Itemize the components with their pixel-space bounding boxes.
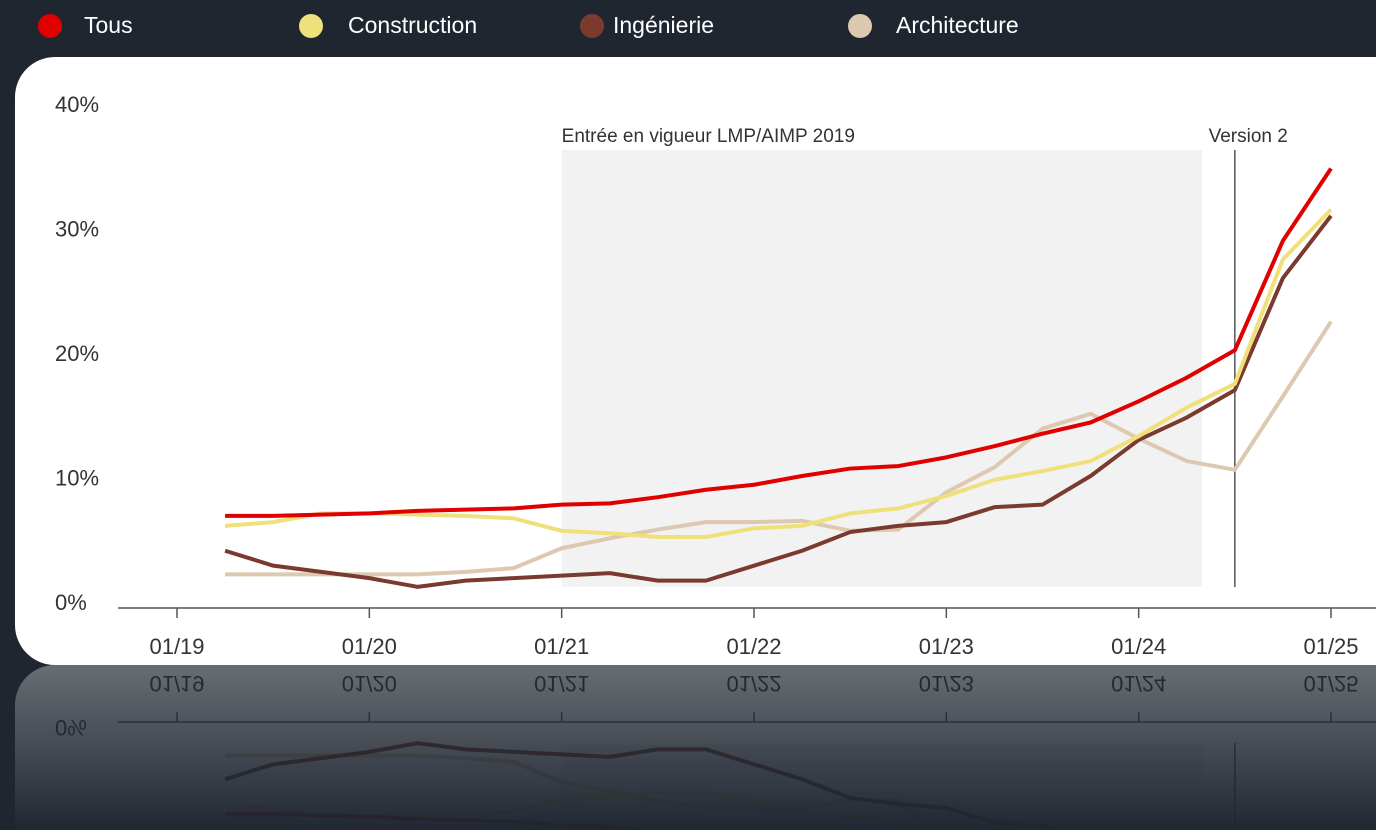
x-tick-label: 01/21 xyxy=(534,634,589,659)
legend-label: Construction xyxy=(348,12,477,38)
legend-swatch xyxy=(848,14,872,38)
series-line xyxy=(224,208,1333,540)
x-tick-label: 01/25 xyxy=(1303,634,1358,659)
x-tick-label: 01/23 xyxy=(919,634,974,659)
legend-label: Ingénierie xyxy=(613,12,714,38)
annotation-label: Entrée en vigueur LMP/AIMP 2019 xyxy=(562,126,855,147)
x-tick-label: 01/24 xyxy=(1111,634,1166,659)
legend-swatch xyxy=(580,14,604,38)
series-line xyxy=(225,320,1333,577)
y-tick-label: 20% xyxy=(55,341,99,366)
y-tick-label: 30% xyxy=(55,216,99,241)
chart: Entrée en vigueur LMP/AIMP 2019 Version 2… xyxy=(15,57,1376,665)
annotation-label: Version 2 xyxy=(1209,126,1288,147)
legend-swatch xyxy=(299,14,323,38)
y-tick-label: 0% xyxy=(55,590,87,615)
x-tick-label: 01/19 xyxy=(149,634,204,659)
x-tick-label: 01/22 xyxy=(726,634,781,659)
series-line xyxy=(225,167,1333,518)
x-tick-label: 01/20 xyxy=(342,634,397,659)
y-tick-label: 10% xyxy=(55,465,99,490)
y-tick-label: 40% xyxy=(55,92,99,117)
legend-label: Tous xyxy=(84,12,133,38)
chart-card: Entrée en vigueur LMP/AIMP 2019 Version 2… xyxy=(0,57,1376,665)
legend: Tous Construction Ingénierie Architecture xyxy=(38,12,1019,38)
legend-swatch xyxy=(38,14,62,38)
legend-label: Architecture xyxy=(896,12,1019,38)
series-line xyxy=(224,214,1333,589)
shaded-period xyxy=(561,149,1203,587)
